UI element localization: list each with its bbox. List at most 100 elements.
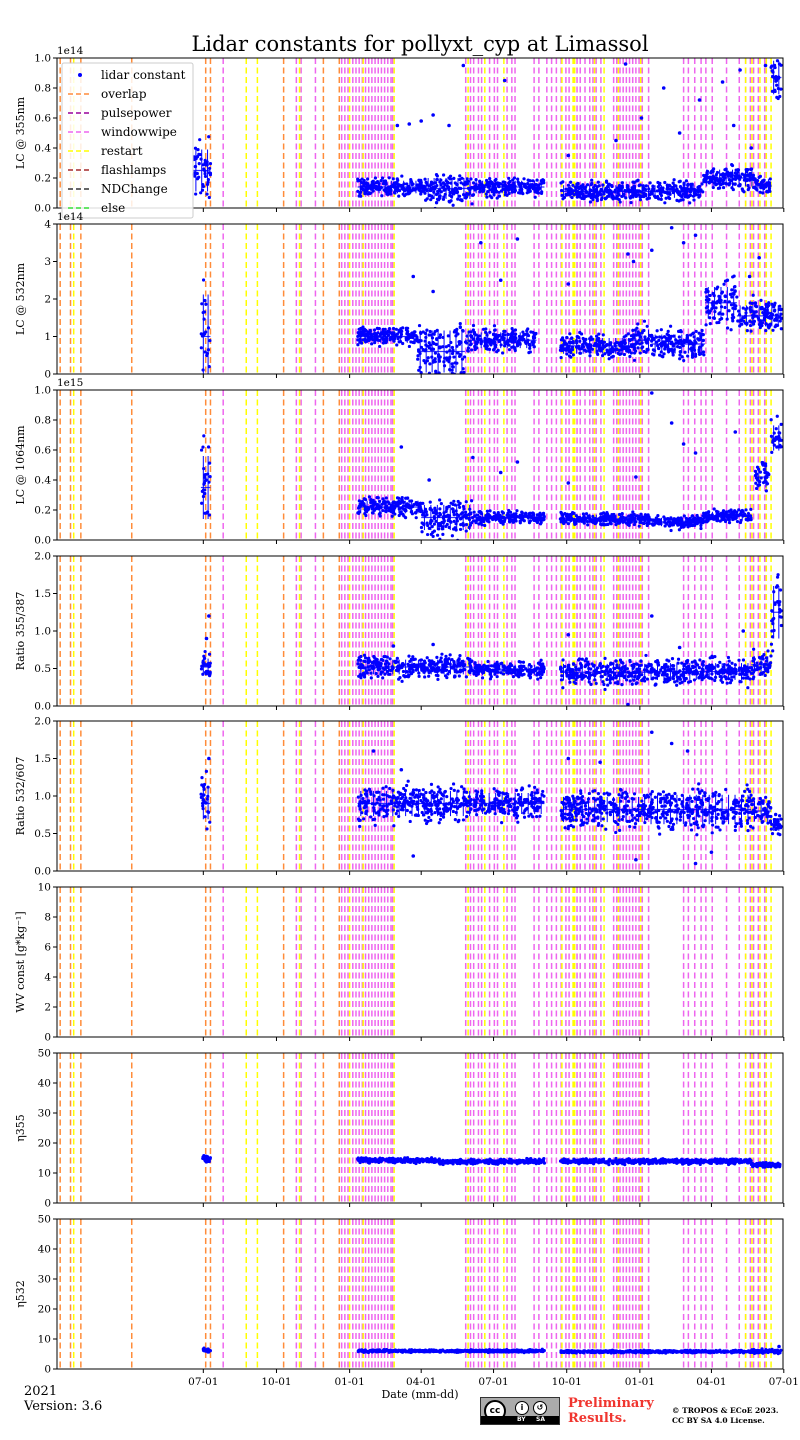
data-point bbox=[409, 178, 413, 182]
data-point bbox=[683, 195, 687, 199]
data-point bbox=[704, 287, 708, 291]
data-point bbox=[382, 499, 386, 503]
data-point bbox=[391, 326, 396, 331]
data-point bbox=[388, 657, 392, 661]
data-point bbox=[531, 179, 535, 183]
data-point bbox=[464, 522, 469, 527]
data-point bbox=[441, 181, 446, 185]
data-point bbox=[417, 338, 422, 343]
data-point bbox=[199, 191, 203, 195]
outlier-point bbox=[614, 138, 618, 143]
data-point bbox=[208, 474, 212, 479]
outlier-point bbox=[461, 63, 466, 68]
data-point bbox=[434, 181, 438, 185]
data-point bbox=[707, 180, 711, 184]
outlier-point bbox=[515, 237, 520, 241]
data-point bbox=[584, 657, 588, 661]
data-point bbox=[724, 512, 728, 516]
data-point bbox=[517, 191, 521, 195]
data-point bbox=[638, 663, 642, 668]
data-point bbox=[752, 319, 757, 323]
data-point bbox=[682, 181, 686, 185]
data-point bbox=[362, 659, 366, 663]
data-point bbox=[694, 352, 698, 356]
data-point bbox=[446, 513, 450, 517]
legend-label-overlap: overlap bbox=[101, 87, 147, 101]
data-point bbox=[736, 319, 740, 323]
data-point bbox=[423, 191, 427, 195]
data-point bbox=[775, 414, 779, 418]
data-point bbox=[492, 511, 496, 515]
data-point bbox=[457, 514, 461, 518]
data-point bbox=[688, 339, 692, 343]
legend-label-NDChange: NDChange bbox=[101, 182, 168, 196]
data-point bbox=[451, 365, 455, 369]
data-point bbox=[412, 662, 416, 667]
data-point bbox=[200, 501, 204, 505]
data-point bbox=[690, 355, 695, 359]
data-point bbox=[626, 332, 630, 336]
data-point bbox=[693, 188, 698, 192]
data-point bbox=[723, 299, 727, 303]
data-point bbox=[503, 518, 507, 522]
data-point bbox=[451, 507, 455, 512]
data-point bbox=[561, 686, 565, 690]
data-point bbox=[765, 308, 769, 312]
data-point bbox=[589, 682, 593, 686]
data-point bbox=[630, 514, 634, 518]
data-point bbox=[203, 656, 207, 660]
data-point bbox=[676, 329, 681, 333]
data-point bbox=[698, 193, 702, 197]
data-point bbox=[601, 680, 605, 684]
outlier-point bbox=[566, 282, 571, 286]
data-point bbox=[205, 377, 208, 380]
data-point bbox=[681, 344, 685, 348]
data-point bbox=[677, 335, 681, 339]
data-point bbox=[407, 673, 411, 677]
data-point bbox=[517, 181, 521, 185]
data-point bbox=[744, 508, 748, 512]
data-point bbox=[444, 524, 448, 528]
data-point bbox=[425, 521, 429, 525]
data-point bbox=[449, 380, 452, 383]
data-point bbox=[360, 499, 365, 504]
data-point bbox=[766, 311, 770, 315]
data-point bbox=[437, 527, 441, 531]
data-point bbox=[644, 188, 648, 192]
data-point bbox=[729, 328, 733, 332]
data-point bbox=[542, 178, 546, 183]
data-point bbox=[733, 289, 737, 293]
data-point bbox=[746, 188, 750, 192]
data-point bbox=[571, 662, 576, 666]
data-point bbox=[444, 345, 448, 349]
y-tick-label: 3 bbox=[44, 256, 51, 268]
data-point bbox=[432, 332, 436, 336]
data-point bbox=[636, 346, 640, 350]
data-point bbox=[458, 325, 462, 329]
data-point bbox=[570, 195, 574, 200]
data-point bbox=[376, 674, 380, 679]
outlier-point bbox=[399, 445, 404, 449]
data-point bbox=[448, 200, 452, 204]
data-point bbox=[682, 514, 686, 518]
data-point bbox=[451, 203, 455, 207]
data-point bbox=[618, 658, 623, 662]
data-point bbox=[597, 191, 601, 195]
data-point bbox=[719, 305, 724, 309]
y-tick-label: 4 bbox=[44, 219, 51, 231]
data-point bbox=[369, 332, 374, 336]
data-point bbox=[591, 186, 596, 190]
data-point bbox=[195, 171, 199, 176]
lidar-constant-points bbox=[191, 59, 783, 208]
data-point bbox=[584, 194, 588, 198]
data-point bbox=[484, 178, 489, 183]
data-point bbox=[512, 520, 516, 524]
data-point bbox=[509, 519, 513, 523]
data-point bbox=[638, 198, 643, 202]
data-point bbox=[632, 678, 636, 682]
data-point bbox=[733, 171, 737, 175]
data-point bbox=[450, 362, 454, 366]
data-point bbox=[560, 348, 564, 353]
data-point bbox=[570, 336, 574, 340]
data-point bbox=[515, 509, 519, 513]
